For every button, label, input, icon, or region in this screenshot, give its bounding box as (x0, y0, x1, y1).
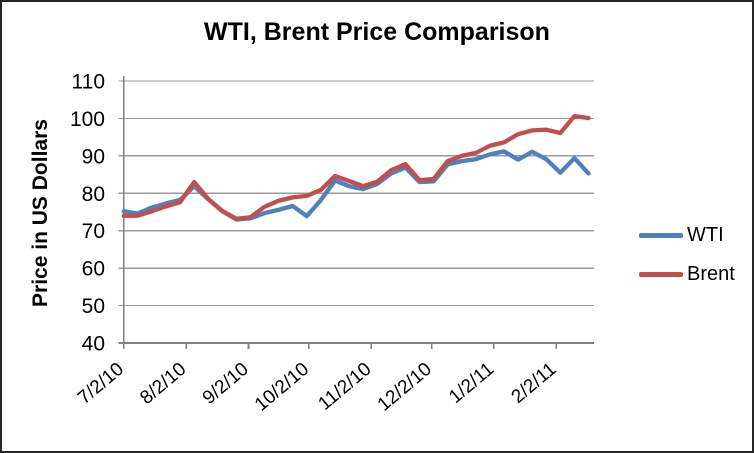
y-tick-label: 110 (72, 71, 105, 94)
brent-legend-label: Brent (687, 263, 735, 285)
chart-title: WTI, Brent Price Comparison (204, 18, 550, 46)
y-tick-label: 40 (82, 333, 105, 356)
x-tick-label: 10/2/10 (251, 359, 313, 416)
legend-item-wti: WTI (639, 223, 735, 247)
y-tick-label: 70 (82, 220, 105, 243)
wti-line-swatch (639, 232, 683, 238)
x-tick-label: 2/2/11 (508, 359, 561, 408)
brent-line-swatch (639, 271, 683, 277)
x-tick-label: 11/2/10 (314, 359, 375, 415)
legend: WTI Brent (639, 223, 735, 286)
x-tick-label: 9/2/10 (199, 359, 253, 409)
y-tick-label: 50 (82, 295, 105, 318)
x-tick-label: 8/2/10 (136, 359, 190, 409)
x-tick-label: 12/2/10 (374, 359, 436, 416)
legend-item-brent: Brent (639, 262, 735, 286)
y-tick-label: 80 (82, 183, 105, 206)
wti-legend-label: WTI (687, 224, 724, 246)
x-tick-label: 7/2/10 (74, 359, 128, 409)
x-tick-label: 1/2/11 (445, 359, 498, 408)
y-tick-label: 60 (82, 258, 105, 281)
y-tick-label: 100 (70, 108, 105, 131)
brent-series-line (121, 114, 591, 221)
y-tick-label: 90 (82, 145, 105, 168)
